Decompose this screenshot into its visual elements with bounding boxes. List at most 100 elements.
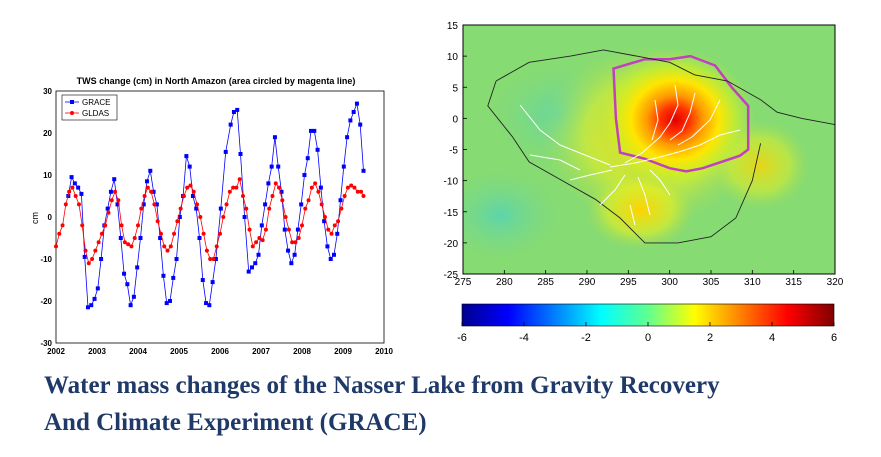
legend-grace-marker [70,100,74,104]
grace-point [318,185,323,190]
grace-point [112,177,117,182]
heatmap-y-tick-label: 15 [447,21,459,32]
ts-y-tick-label: -30 [40,339,52,348]
gldas-point [224,202,229,207]
gldas-point [201,231,206,236]
grace-point [272,135,277,140]
heatmap-x-tick-label: 315 [785,277,802,288]
gldas-point [198,215,203,219]
caption-line-2: And Climate Experiment (GRACE) [44,409,427,436]
ts-y-tick-label: 10 [43,171,52,180]
gldas-point [195,202,200,207]
gldas-point [214,244,219,249]
grace-point [138,236,143,240]
grace-point [335,231,340,236]
grace-point [128,303,133,308]
gldas-point [175,219,180,224]
ts-axes: 2002 2003 2004 2005 2006 2007 2008 2009 20103020… [40,87,393,356]
grace-point [351,110,356,114]
grace-point [235,107,240,112]
gldas-point [361,194,366,198]
ts-series [54,101,366,310]
ts-x-tick-label: 2004 [129,347,147,356]
grace-point [269,164,274,169]
gldas-point [73,194,78,198]
grace-point [246,269,251,274]
grace-point [299,202,304,207]
gldas-point [172,231,177,236]
gldas-point [240,194,245,198]
region-outline [487,49,836,244]
gldas-point [80,223,85,228]
gldas-point [280,198,285,203]
gldas-point [227,189,232,194]
ts-x-tick-label: 2007 [252,347,270,356]
ts-x-tick-label: 2010 [375,347,393,356]
heatmap-y-tick-label: -10 [444,177,459,188]
gldas-point [273,181,278,186]
ts-legend: GRACE GLDAS [61,94,118,121]
grace-point [197,236,202,240]
gldas-point [155,219,160,224]
heatmap-x-tick-label: 280 [496,277,513,288]
heatmap-x-tick-label: 285 [537,277,554,288]
gldas-point [336,219,341,224]
grace-point [276,164,281,169]
ts-y-tick-label: 0 [48,213,53,222]
ts-x-tick-label: 2003 [88,347,106,356]
grace-point [158,236,163,240]
gldas-point [54,244,58,249]
grace-point [295,227,300,232]
heatmap-y-tick-label: 5 [452,83,458,94]
grace-point [325,244,330,249]
grace-point [218,206,223,211]
heatmap-x-tick-label: 295 [620,277,637,288]
grace-point [118,236,123,240]
colorbar-ticks: -6 -4 -2 0 2 4 6 [457,322,837,344]
grace-point [210,280,215,285]
gldas-point [319,202,324,207]
gldas-point [152,202,157,207]
gldas-point [332,223,337,228]
grace-point [302,173,307,177]
grace-point [115,202,120,207]
grace-point [204,301,209,306]
gldas-point [96,240,101,245]
gldas-point [355,189,360,194]
colorbar-tick-label: -4 [519,332,529,344]
gldas-point [260,238,265,243]
grace-point [361,168,366,173]
gldas-point [313,181,318,186]
ts-y-tick-label: -10 [40,255,52,264]
gldas-point [234,185,239,190]
gldas-point [296,236,301,240]
gldas-point [129,244,134,249]
grace-point [174,257,179,261]
gldas-point [76,202,81,207]
grace-point [242,215,247,219]
gldas-point [162,244,167,249]
grace-point [309,128,314,133]
heatmap-y-tick-label: -15 [444,208,459,219]
grace-point [184,154,189,159]
colorbar-tick-label: -2 [581,332,591,344]
grace-point [151,189,156,194]
grace-point [141,202,146,207]
gldas-point [90,257,95,261]
gldas-point [244,206,249,211]
river-network [519,84,741,226]
ts-x-tick-label: 2006 [211,347,229,356]
heatmap-y-tick-label: 10 [447,52,459,63]
gldas-point [185,185,190,190]
grace-point [331,252,336,257]
grace-point [289,261,294,266]
grace-point [341,164,346,169]
grace-point [131,294,136,299]
gldas-point [178,206,183,211]
grace-point [322,219,327,224]
grace-point [125,282,130,287]
grace-point [82,254,87,259]
gldas-point [218,231,222,236]
gldas-point [70,185,75,190]
gldas-point [149,189,154,194]
